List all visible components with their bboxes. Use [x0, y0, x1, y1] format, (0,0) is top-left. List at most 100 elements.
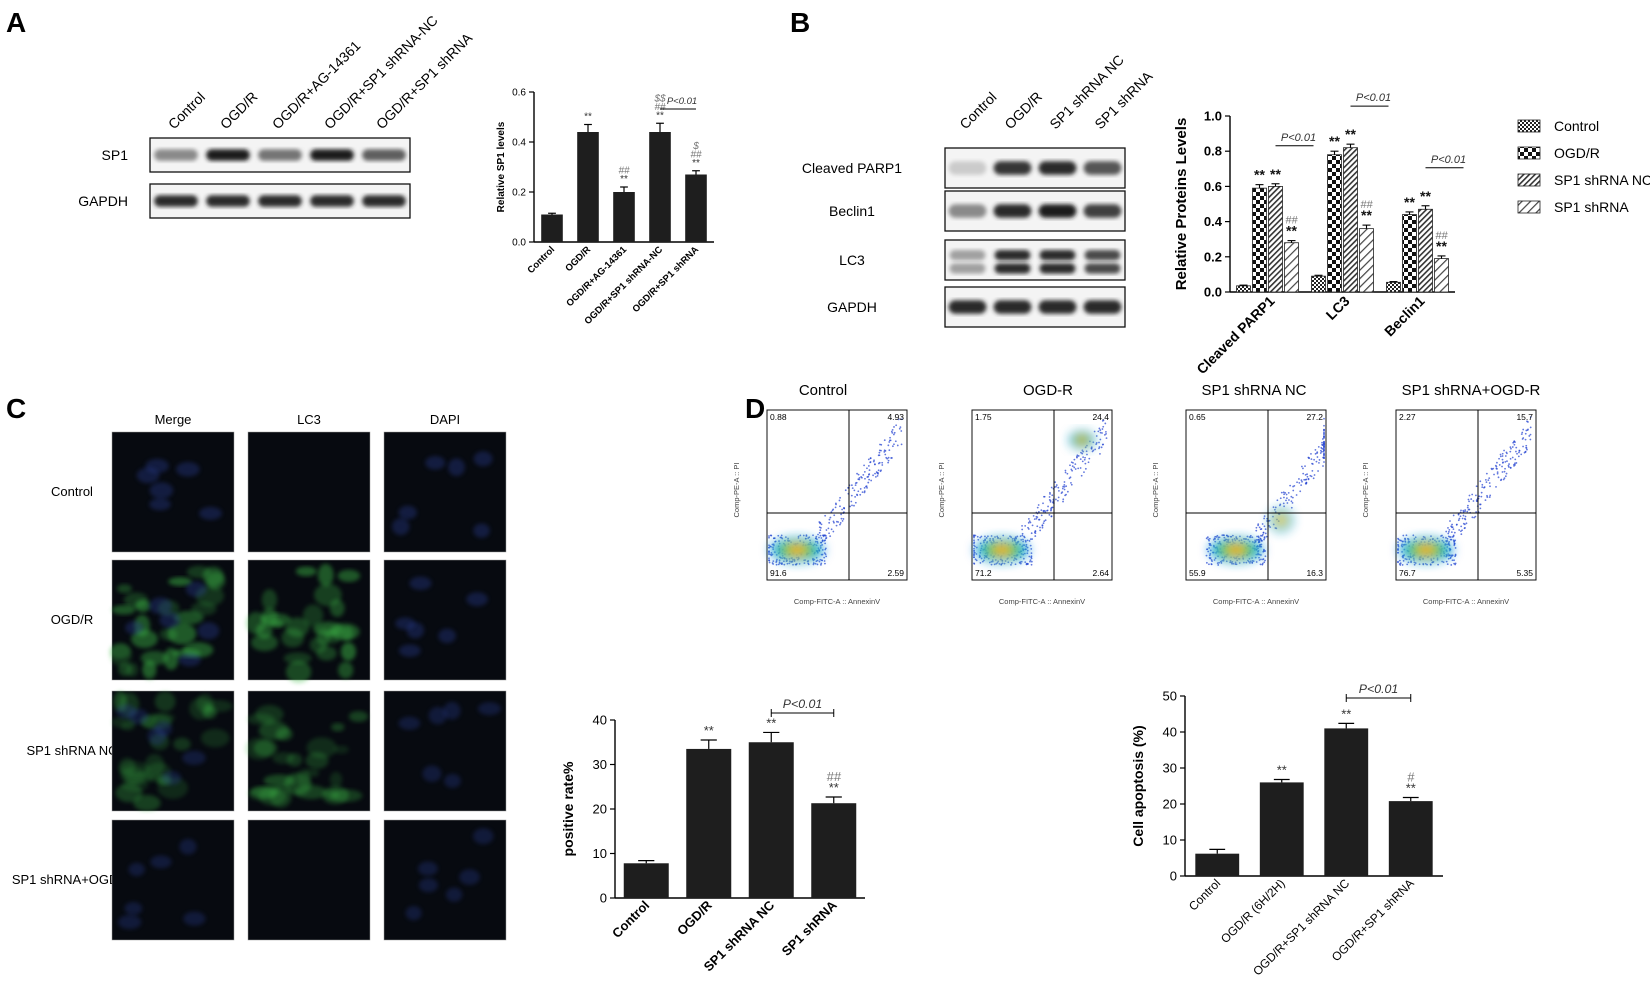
- lc3-signal: [123, 592, 149, 608]
- significance-mark: ##: [1285, 215, 1298, 227]
- event-dot: [1471, 493, 1474, 496]
- event-dot: [1285, 497, 1288, 499]
- y-tick-label: 0.2: [1204, 249, 1222, 264]
- event-dot: [1261, 523, 1264, 525]
- protein-band: [1039, 250, 1076, 261]
- event-dot: [1481, 483, 1484, 486]
- event-dot: [1309, 474, 1312, 477]
- event-dot: [1072, 462, 1074, 464]
- event-dot: [1055, 484, 1058, 486]
- event-dot: [1037, 504, 1040, 506]
- protein-band: [154, 149, 198, 161]
- event-dot: [1079, 458, 1082, 461]
- event-dot: [877, 462, 880, 465]
- event-dot: [1063, 488, 1066, 491]
- bar: [811, 803, 857, 898]
- column-header: LC3: [297, 412, 321, 427]
- event-dot: [1066, 490, 1069, 493]
- quadrant-value: 91.6: [770, 568, 787, 578]
- event-dot: [1467, 498, 1470, 501]
- quadrant-value: 27.2: [1306, 412, 1323, 422]
- event-dot: [853, 489, 856, 492]
- sp1-levels-chart: 0.0 0.2 0.4 0.6 Control OGD/ROGD/R+AG-14361OG…: [496, 88, 714, 327]
- protein-band: [1084, 250, 1121, 261]
- event-dot: [825, 537, 827, 540]
- event-dot: [1457, 513, 1460, 516]
- y-tick-label: 30: [593, 757, 607, 772]
- nucleus: [477, 702, 501, 716]
- event-dot: [867, 458, 870, 461]
- event-dot: [1479, 503, 1482, 506]
- event-dot: [832, 520, 835, 523]
- event-dot: [1308, 456, 1310, 459]
- event-dot: [1505, 472, 1508, 475]
- event-dot: [1085, 450, 1088, 453]
- event-dot: [889, 436, 891, 439]
- bar: [1259, 782, 1304, 876]
- significance-mark: $$: [653, 93, 666, 104]
- event-dot: [1501, 465, 1503, 468]
- nucleus: [443, 701, 461, 720]
- quadrant-value: 4.93: [887, 412, 904, 422]
- event-dot: [887, 456, 890, 459]
- lc3-signal: [261, 589, 278, 611]
- event-dot: [1073, 458, 1076, 461]
- event-dot: [1029, 538, 1032, 541]
- event-dot: [1260, 558, 1262, 561]
- flow-x-label: Comp-FITC-A :: AnnexinV: [1213, 597, 1299, 606]
- event-dot: [1291, 496, 1294, 499]
- event-dot: [1504, 475, 1507, 478]
- significance-mark: **: [829, 780, 839, 795]
- quadrant-value: 1.75: [975, 412, 992, 422]
- lc3-signal: [295, 566, 317, 577]
- event-dot: [820, 563, 822, 566]
- event-dot: [812, 563, 815, 566]
- event-dot: [839, 505, 841, 508]
- event-dot: [1205, 537, 1208, 540]
- event-dot: [1205, 554, 1208, 557]
- nucleus: [154, 721, 173, 737]
- event-dot: [1081, 452, 1084, 455]
- event-dot: [1490, 467, 1493, 470]
- event-dot: [1468, 500, 1470, 503]
- nucleus: [459, 869, 480, 885]
- event-dot: [1263, 538, 1265, 541]
- event-dot: [1225, 534, 1228, 537]
- event-dot: [891, 445, 894, 448]
- event-dot: [768, 535, 770, 537]
- flow-x-label: Comp-FITC-A :: AnnexinV: [999, 597, 1085, 606]
- lc3-signal: [109, 643, 131, 659]
- event-dot: [1522, 445, 1524, 448]
- event-dot: [1529, 426, 1532, 429]
- event-dot: [1044, 519, 1047, 522]
- event-dot: [1103, 433, 1106, 436]
- event-dot: [1529, 433, 1532, 436]
- event-dot: [973, 539, 975, 542]
- significance-mark: **: [1420, 188, 1431, 204]
- event-dot: [1447, 527, 1449, 529]
- significance-mark: ##: [1435, 230, 1448, 242]
- event-dot: [1516, 452, 1518, 455]
- event-dot: [881, 464, 884, 466]
- event-dot: [824, 514, 827, 517]
- event-dot: [1529, 438, 1532, 441]
- event-dot: [1259, 563, 1262, 566]
- event-dot: [1025, 563, 1028, 566]
- event-dot: [834, 506, 837, 509]
- event-dot: [1302, 472, 1305, 475]
- blot-row-label: GAPDH: [78, 193, 128, 209]
- nucleus: [398, 505, 417, 520]
- event-dot: [1509, 446, 1512, 448]
- event-dot: [1080, 474, 1083, 477]
- event-dot: [1083, 471, 1085, 474]
- event-dot: [900, 430, 903, 432]
- p-value-label: P<0.01: [783, 697, 822, 711]
- event-dot: [1458, 529, 1461, 531]
- flow-plot-title: OGD-R: [1023, 382, 1073, 399]
- nucleus: [150, 855, 172, 869]
- event-dot: [883, 439, 886, 442]
- micrograph-merge: [109, 559, 235, 681]
- event-dot: [1451, 523, 1453, 526]
- event-dot: [979, 536, 982, 539]
